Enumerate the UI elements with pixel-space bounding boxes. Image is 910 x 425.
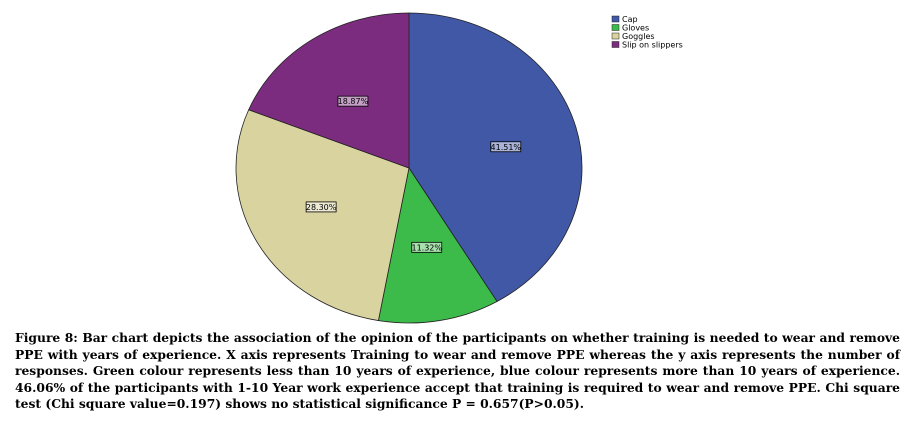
legend-label-cap: Cap (622, 15, 638, 24)
slice-label-box (337, 95, 369, 107)
legend-swatch-gloves (611, 24, 620, 31)
pie-chart: 41.51% 11.32% 28.30% 18.87% CapGlovesGoggle… (235, 12, 683, 324)
slice-label-box (490, 141, 522, 153)
pie-slices (235, 12, 583, 324)
slice-label-slip-on-slippers: 18.87% (337, 95, 369, 107)
slice-label-text: 11.32% (411, 243, 442, 252)
slice-label-goggles: 28.30% (305, 201, 337, 213)
slice-label-box (411, 241, 443, 253)
pie-slice-goggles (235, 109, 410, 322)
slice-label-text: 41.51% (491, 143, 522, 152)
pie-slice-cap (408, 12, 583, 302)
legend-swatch-goggles (611, 32, 620, 40)
slice-label-text: 28.30% (306, 203, 337, 212)
slice-label-box (305, 201, 337, 213)
slice-label-text: 18.87% (338, 97, 369, 106)
legend-swatch-cap (611, 15, 620, 23)
slice-labels: 41.51% 11.32% 28.30% 18.87% (305, 95, 522, 253)
slice-label-cap: 41.51% (490, 141, 522, 153)
pie-slice-slip-on-slippers (248, 12, 410, 169)
legend-swatch-slip-on-slippers (611, 41, 620, 48)
legend-label-goggles: Goggles (622, 32, 655, 41)
legend-label-slip-on-slippers: Slip on slippers (622, 41, 683, 50)
legend-label-gloves: Gloves (622, 24, 649, 33)
figure-caption: Figure 8: Bar chart depicts the associat… (15, 330, 900, 411)
slice-label-gloves: 11.32% (411, 241, 443, 253)
